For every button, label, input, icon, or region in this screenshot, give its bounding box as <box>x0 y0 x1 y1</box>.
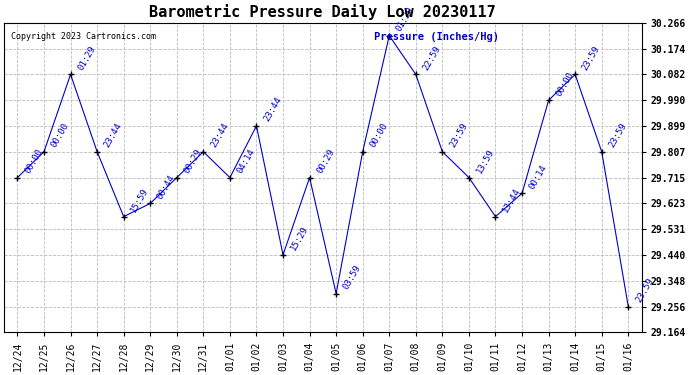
Text: 22:59: 22:59 <box>422 44 442 72</box>
Text: 13:44: 13:44 <box>501 186 522 214</box>
Text: 23:59: 23:59 <box>448 121 469 149</box>
Text: 00:00: 00:00 <box>23 147 44 175</box>
Title: Barometric Pressure Daily Low 20230117: Barometric Pressure Daily Low 20230117 <box>150 4 496 20</box>
Text: 00:29: 00:29 <box>182 147 204 175</box>
Text: 23:59: 23:59 <box>634 276 655 304</box>
Text: 00:29: 00:29 <box>315 147 336 175</box>
Text: 00:44: 00:44 <box>156 173 177 201</box>
Text: 01:29: 01:29 <box>76 44 97 72</box>
Text: 23:59: 23:59 <box>607 121 629 149</box>
Text: 13:59: 13:59 <box>475 147 495 175</box>
Text: 23:59: 23:59 <box>581 44 602 72</box>
Text: 01:29: 01:29 <box>395 5 416 33</box>
Text: Pressure (Inches/Hg): Pressure (Inches/Hg) <box>374 32 499 42</box>
Text: Copyright 2023 Cartronics.com: Copyright 2023 Cartronics.com <box>10 32 155 41</box>
Text: 00:00: 00:00 <box>554 70 575 98</box>
Text: 00:00: 00:00 <box>50 121 71 149</box>
Text: 15:29: 15:29 <box>288 224 310 252</box>
Text: 23:44: 23:44 <box>209 121 230 149</box>
Text: 00:00: 00:00 <box>368 121 389 149</box>
Text: 23:44: 23:44 <box>262 95 284 123</box>
Text: 00:14: 00:14 <box>528 163 549 190</box>
Text: 15:59: 15:59 <box>129 186 150 214</box>
Text: 03:59: 03:59 <box>342 263 363 291</box>
Text: 23:44: 23:44 <box>103 121 124 149</box>
Text: 04:14: 04:14 <box>235 147 257 175</box>
